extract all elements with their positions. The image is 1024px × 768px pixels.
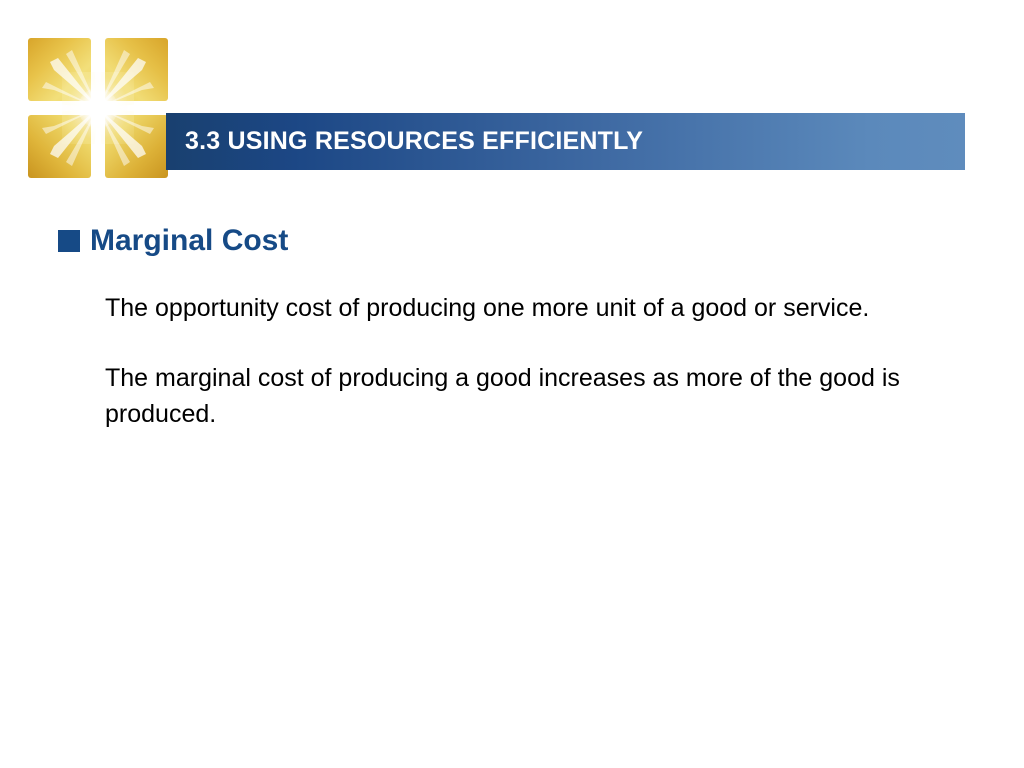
square-bullet-icon [58, 230, 80, 252]
starburst-core [78, 88, 118, 128]
section-heading-label: Marginal Cost [90, 224, 289, 257]
page-title: 3.3 USING RESOURCES EFFICIENTLY [185, 127, 644, 155]
body-paragraph: The opportunity cost of producing one mo… [105, 294, 870, 322]
four-square-starburst-logo [28, 38, 168, 178]
body-content: The opportunity cost of producing one mo… [105, 290, 915, 432]
slide-title-bar: 3.3 USING RESOURCES EFFICIENTLY [166, 113, 965, 170]
section-heading: Marginal Cost [58, 224, 288, 258]
body-paragraph: The marginal cost of producing a good in… [105, 364, 900, 428]
